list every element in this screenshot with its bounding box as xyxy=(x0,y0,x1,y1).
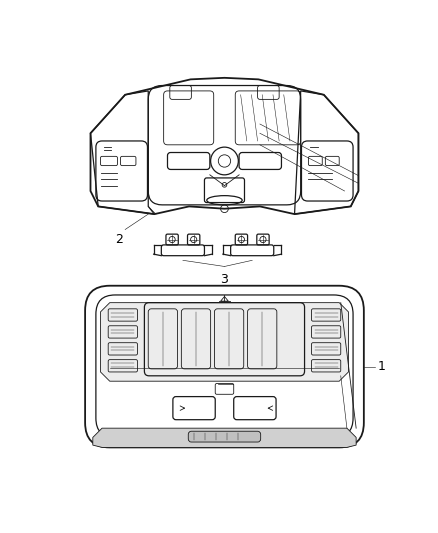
Text: 1: 1 xyxy=(378,360,385,373)
PathPatch shape xyxy=(100,303,349,381)
FancyBboxPatch shape xyxy=(188,431,261,442)
Text: 3: 3 xyxy=(221,273,228,286)
Text: 2: 2 xyxy=(115,233,123,246)
PathPatch shape xyxy=(93,428,356,447)
